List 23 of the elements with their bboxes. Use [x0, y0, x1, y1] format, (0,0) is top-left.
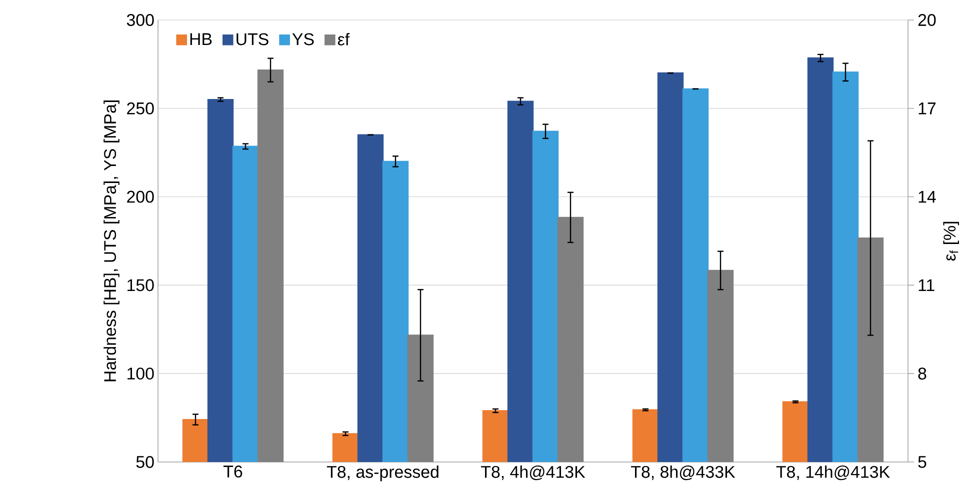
legend-label: YS: [292, 33, 314, 46]
x-tick-label: T6: [224, 466, 242, 478]
x-tick-label: T8, 8h@433K: [631, 466, 736, 480]
y-tick-label: 200: [127, 190, 154, 203]
legend-label: UTS: [236, 33, 268, 46]
y-tick-label: 300: [126, 14, 154, 26]
y2-tick-label: 5: [918, 456, 926, 468]
x-tick-label: T8, 4h@413K: [481, 466, 586, 480]
x-tick-label: T8, as-pressed: [326, 466, 438, 482]
y-axis-title: Hardness [HB], UTS [MPa], YS [MPa]: [104, 100, 120, 382]
y2-axis-title: ε$_{f}$ [%]: [943, 222, 959, 261]
y2-tick-label: 20: [918, 14, 936, 26]
legend-label: εf: [338, 33, 350, 46]
x-tick-label: T8, 14h@413K: [776, 466, 890, 480]
y-tick-label: 100: [128, 368, 154, 380]
y-tick-label: 150: [128, 279, 154, 292]
y2-tick-label: 17: [918, 102, 936, 114]
y2-tick-label: 8: [918, 368, 926, 380]
y2-tick-label: 14: [918, 190, 936, 203]
y2-tick-label: 11: [918, 279, 934, 292]
legend-label: HB: [190, 33, 212, 45]
y-tick-label: 50: [136, 456, 154, 468]
y-tick-label: 250: [127, 102, 154, 114]
